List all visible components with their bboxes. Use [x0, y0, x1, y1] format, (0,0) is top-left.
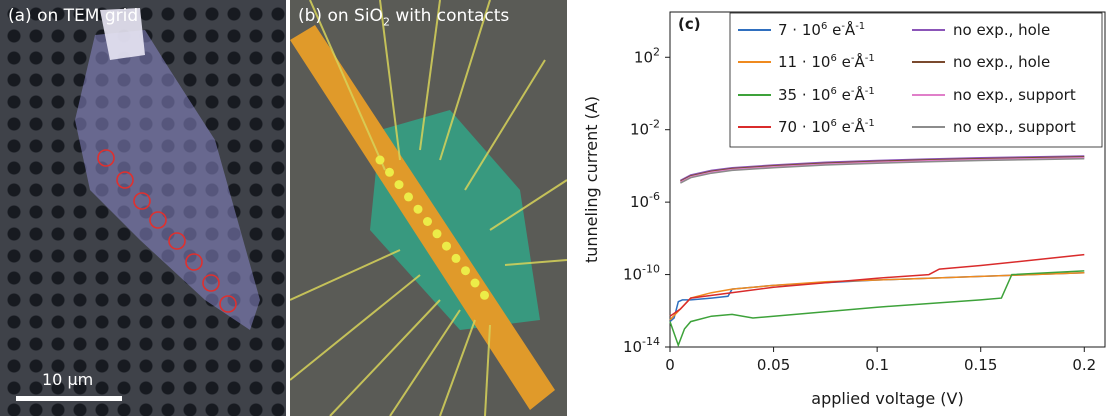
contact-pad: [394, 180, 404, 190]
y-tick-label: 10-14: [623, 335, 660, 356]
scale-bar-label: 10 µm: [42, 370, 94, 389]
legend-entry-label: no exp., support: [953, 118, 1076, 136]
device-contacts-illustration: [290, 0, 567, 416]
contact-line: [309, 0, 386, 171]
y-tick-label: 10-10: [623, 263, 660, 284]
legend-entry-label: no exp., hole: [953, 53, 1050, 71]
panel-b-label-sub: 2: [382, 15, 390, 29]
contact-line: [439, 319, 476, 416]
contact-pad: [423, 217, 432, 226]
series-line: [680, 157, 1085, 184]
contact-line: [419, 0, 441, 151]
contact-pad: [385, 167, 394, 177]
scale-bar: [16, 396, 122, 401]
contact-line: [329, 299, 441, 416]
contact-pad: [442, 241, 451, 251]
series-line: [680, 157, 1085, 183]
contact-line: [290, 274, 421, 381]
contact-pad: [404, 192, 413, 202]
contact-pad: [480, 290, 489, 300]
panel-c-label: (c): [678, 15, 701, 33]
contact-line: [379, 0, 401, 161]
x-tick-label: 0.05: [757, 356, 790, 374]
y-tick-label: 10-2: [630, 118, 660, 139]
series-line: [669, 253, 1085, 317]
marked-hole-circle: [219, 295, 237, 313]
contact-pad: [413, 204, 423, 214]
x-tick-label: 0.1: [865, 356, 889, 374]
contact-line: [290, 249, 401, 301]
y-tick-label: 10-6: [630, 190, 660, 211]
marked-hole-circle: [149, 211, 167, 229]
legend-entry-label: 11 · 106 e-Å-1: [778, 52, 875, 71]
legend-entry-label: no exp., support: [953, 86, 1076, 104]
contact-pad: [461, 266, 470, 276]
marked-hole-circle: [168, 232, 186, 250]
marked-hole-circle: [97, 149, 115, 167]
series-line: [669, 270, 1085, 348]
contact-pad: [451, 253, 461, 263]
plot-frame: [669, 11, 1106, 348]
contact-line: [464, 59, 546, 191]
panel-a-label: (a) on TEM grid: [8, 6, 139, 26]
y-tick-label: 102: [634, 45, 660, 66]
contact-line: [489, 179, 567, 231]
contact-pad: [432, 229, 442, 239]
series-line: [680, 155, 1085, 182]
contact-line: [484, 324, 491, 416]
series-line: [680, 156, 1085, 182]
flake-illustration: [75, 8, 260, 330]
x-tick-label: 0: [665, 356, 675, 374]
legend-entry-label: 7 · 106 e-Å-1: [778, 20, 865, 39]
marked-holes: [97, 149, 237, 313]
panel-b-label-pre: (b) on SiO: [298, 6, 383, 26]
legend-entry-label: 70 · 106 e-Å-1: [778, 117, 875, 136]
marked-hole-circle: [185, 253, 203, 271]
tunneling-current-chart: 0 0.05 0.1 0.15 0.2 102 10-2 10-6 10-10 10-14 appl…: [582, 11, 1106, 408]
contact-line: [504, 259, 567, 266]
x-tick-label: 0.2: [1072, 356, 1096, 374]
series-line: [669, 272, 1085, 321]
contact-pad: [470, 278, 480, 288]
sio2-micrograph: (b) on SiO2 with contacts: [290, 0, 567, 416]
legend-entry-label: 35 · 106 e-Å-1: [778, 85, 875, 104]
contact-line: [389, 309, 461, 416]
panel-b-label-post: with contacts: [389, 6, 510, 26]
marked-hole-circle: [133, 192, 151, 210]
marked-hole-circle: [116, 171, 134, 189]
contact-pad: [375, 155, 385, 165]
tem-grid-micrograph: (a) on TEM grid 10 µm: [0, 0, 286, 416]
marked-hole-circle: [202, 274, 220, 292]
x-axis-label: applied voltage (V): [811, 389, 963, 408]
x-tick-label: 0.15: [964, 356, 997, 374]
y-axis-label: tunneling current (A): [582, 96, 601, 263]
contact-line: [439, 0, 491, 161]
legend-box: [729, 12, 1103, 148]
panel-b-label: (b) on SiO2 with contacts: [298, 6, 509, 28]
legend-entry-label: no exp., hole: [953, 21, 1050, 39]
